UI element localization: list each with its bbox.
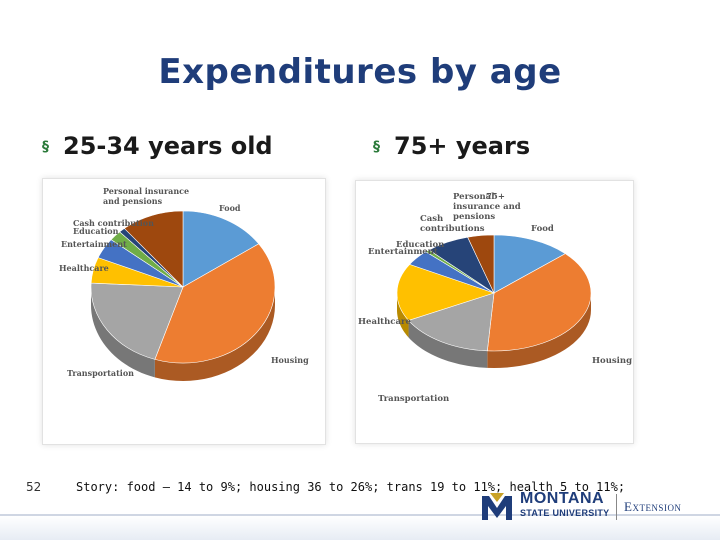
slice-label-personal-insurance-and-pensions: Personal insurance and pensions: [103, 186, 189, 206]
page-title: Expenditures by age: [158, 52, 562, 92]
slice-label-cash-contribution: Cash contribution: [73, 218, 154, 228]
slice-label-healthcare: Healthcare: [59, 263, 109, 273]
footer-bar: [0, 516, 720, 540]
slice-label-food: Food: [219, 203, 241, 213]
pie-side-housing: [487, 293, 591, 368]
pie-panel-old: Food Housing Transportation Healthcare Enter…: [355, 180, 634, 444]
slide-number: 52: [26, 480, 42, 494]
slice-label-entertainment: Entertainment: [368, 247, 438, 257]
slice-label-housing: Housing: [271, 355, 309, 365]
pie-slice-food: [182, 210, 260, 288]
pie-chart-young: Food Housing Transportation Healthcare Enter…: [59, 186, 309, 381]
pie-slice-personal-insurance-and-pensions: [123, 210, 184, 288]
slice-label-transportation: Transportation: [378, 394, 449, 404]
montana-m-icon: [482, 493, 512, 520]
bullet-young: § 25-34 years old: [42, 132, 273, 160]
bullet-old: § 75+ years: [373, 132, 530, 160]
slice-label-personal-insurance-and-pensions: Personal insurance and pensions: [453, 192, 521, 222]
logo-line2: STATE UNIVERSITY: [520, 508, 610, 518]
bullet-young-text: 25-34 years old: [63, 132, 273, 160]
logo-extension: Extension: [624, 499, 682, 514]
slice-label-transportation: Transportation: [67, 368, 134, 378]
slice-label-housing: Housing: [592, 356, 632, 366]
pie-slice-transportation: [90, 282, 184, 360]
bullet-old-text: 75+ years: [394, 132, 531, 160]
pie-slice-transportation: [408, 292, 495, 352]
slice-label-entertainment: Entertainment: [61, 239, 127, 249]
slice-label-education: Education: [73, 226, 119, 236]
pie-panel-young: Food Housing Transportation Healthcare Enter…: [42, 178, 326, 445]
slice-label-education: Education: [396, 240, 444, 250]
pie-side-healthcare: [397, 293, 409, 338]
logo-separator: [616, 494, 617, 520]
slice-label-food: Food: [531, 224, 554, 234]
slice-label-healthcare: Healthcare: [358, 317, 411, 327]
pie-title: 75+: [486, 192, 505, 202]
pie-slice-food: [493, 234, 566, 294]
bullet-marker: §: [42, 139, 49, 155]
pie-slice-personal-insurance-and-pensions: [467, 234, 495, 294]
footer-divider: [0, 514, 720, 516]
university-logo: MONTANA STATE UNIVERSITY Extension: [476, 490, 706, 524]
pie-chart-old: Food Housing Transportation Healthcare Enter…: [358, 192, 632, 404]
pie-slice-healthcare: [396, 264, 495, 321]
logo-line1: MONTANA: [520, 490, 605, 507]
pie-slice-housing: [486, 253, 592, 352]
bullet-marker: §: [373, 139, 380, 155]
pie-side-transportation: [91, 287, 155, 378]
slice-label-cash-contributions: Cash contributions: [420, 214, 485, 234]
pie-slice-housing: [154, 243, 276, 364]
pie-side-housing: [154, 287, 275, 381]
pie-side: [91, 287, 275, 381]
story-text: Story: food – 14 to 9%; housing 36 to 26…: [76, 480, 626, 494]
